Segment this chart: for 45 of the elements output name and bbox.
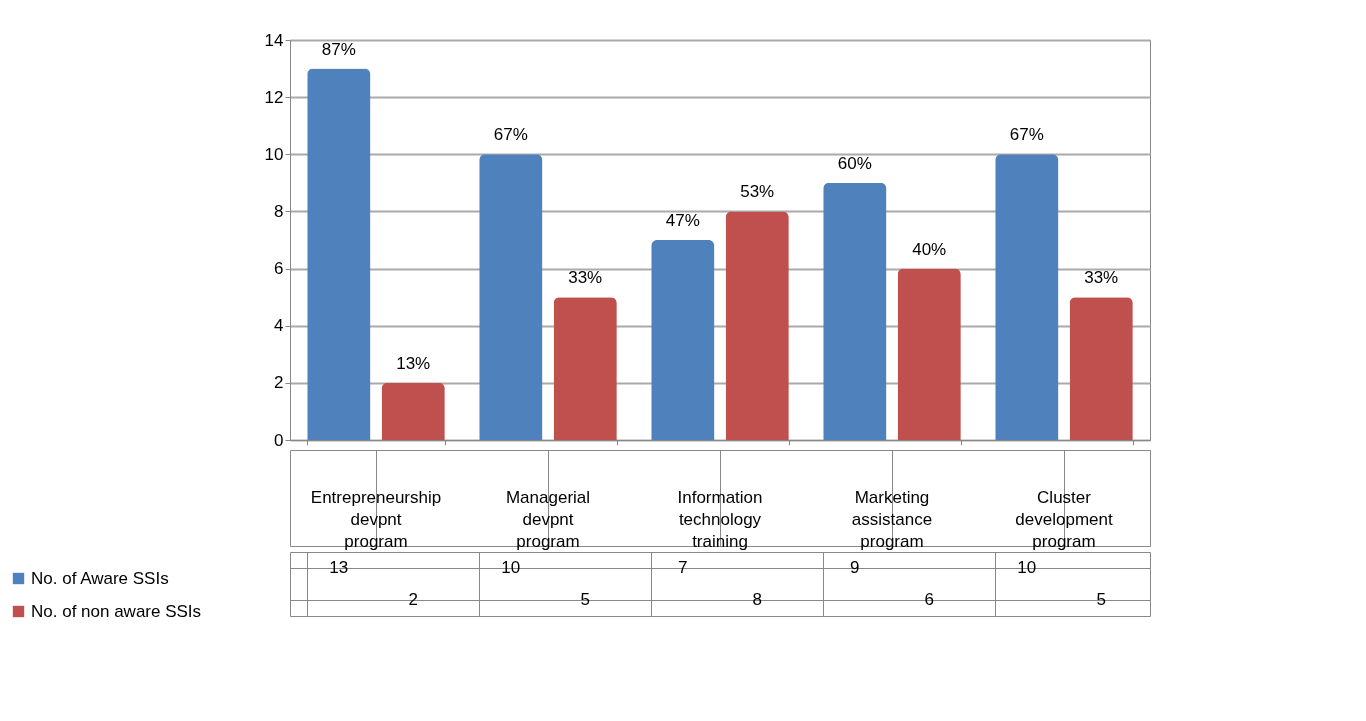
annotation: 40% — [912, 239, 947, 259]
y-tick-label: 2 — [274, 373, 284, 393]
data-label: 2 — [408, 590, 418, 609]
data-label: 9 — [850, 558, 860, 577]
annotation: 87% — [321, 39, 356, 59]
y-tick-label: 0 — [274, 430, 284, 450]
y-tick-label: 4 — [274, 316, 284, 336]
x-tick-label: Information technology training — [677, 488, 763, 551]
data-label: 5 — [580, 590, 590, 609]
legend-label: No. of non aware SSIs — [31, 601, 202, 621]
annotation: 53% — [740, 182, 775, 202]
data-label: 7 — [678, 558, 688, 577]
y-tick-label: 12 — [264, 87, 284, 107]
data-label: 10 — [1017, 558, 1037, 577]
annotation: 47% — [665, 211, 700, 230]
annotation: 67% — [493, 125, 528, 145]
x-tick-label: Cluster development program — [1015, 488, 1113, 551]
data-label: 8 — [752, 590, 762, 609]
bar — [1069, 297, 1133, 440]
y-tick-label: 14 — [264, 30, 284, 50]
data-label: 6 — [924, 590, 934, 609]
data-label: 5 — [1096, 590, 1106, 609]
annotation: 13% — [396, 353, 431, 373]
bar — [381, 382, 445, 440]
annotation: 33% — [1084, 268, 1119, 288]
x-tick-label: Marketing assistance program — [851, 488, 933, 551]
y-tick-label: 6 — [274, 259, 284, 279]
annotation: 33% — [568, 268, 603, 288]
x-tick-label: Managerial devpnt program — [505, 488, 591, 551]
bar — [553, 297, 617, 440]
data-label: 13 — [329, 558, 349, 577]
bar — [725, 211, 789, 440]
y-tick-label: 10 — [264, 144, 284, 164]
legend-label: No. of Aware SSIs — [31, 568, 169, 588]
bar — [823, 182, 887, 440]
bar — [995, 154, 1059, 440]
data-label: 10 — [501, 558, 521, 577]
bar — [897, 268, 961, 440]
x-tick-label: Entrepreneurship devpnt program — [310, 488, 442, 551]
bar — [479, 154, 543, 440]
bar — [307, 68, 371, 440]
bar — [651, 240, 715, 440]
annotation: 60% — [837, 153, 872, 173]
y-tick-label: 8 — [274, 201, 284, 221]
annotation: 67% — [1009, 125, 1044, 145]
